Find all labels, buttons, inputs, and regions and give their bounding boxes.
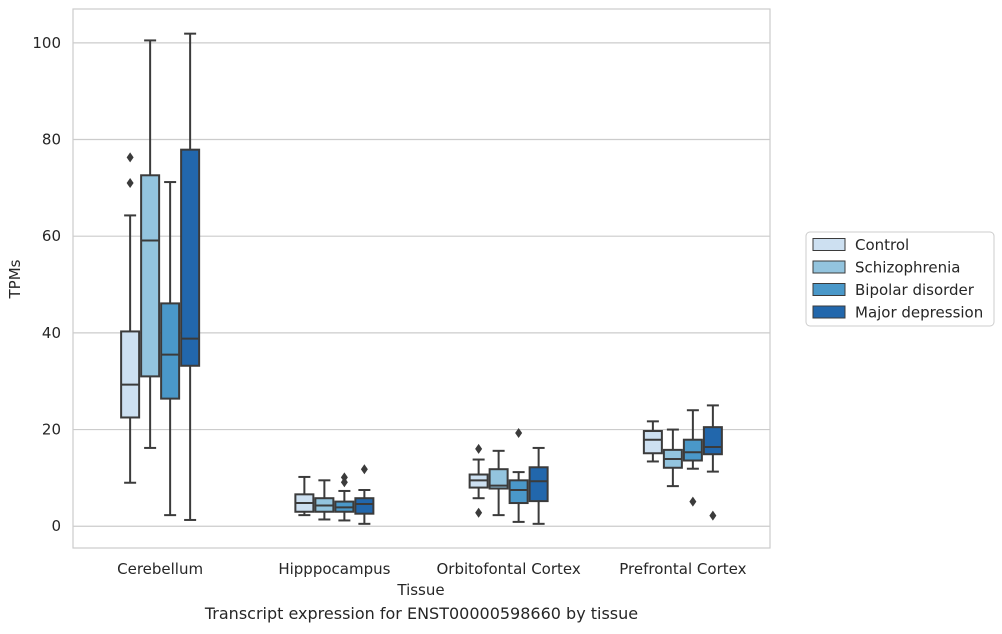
outlier-point xyxy=(360,464,368,475)
y-tick-label: 100 xyxy=(32,34,61,52)
box-control xyxy=(294,475,315,517)
box-bipolar-disorder xyxy=(682,409,703,507)
box-schizophrenia xyxy=(662,428,683,488)
y-tick-label: 60 xyxy=(42,227,61,245)
x-axis-label: Tissue xyxy=(396,581,444,599)
box-iqr xyxy=(180,148,201,367)
box-major-depression xyxy=(528,446,549,525)
box-iqr xyxy=(488,468,509,490)
box-control xyxy=(120,152,141,484)
legend-swatch xyxy=(812,238,846,251)
legend-label: Control xyxy=(855,236,909,254)
outlier-point xyxy=(475,507,483,518)
box-control xyxy=(468,443,489,518)
x-tick-label: Hipppocampus xyxy=(278,560,390,578)
box-major-depression xyxy=(180,32,201,521)
box-groups xyxy=(120,32,723,525)
y-tick-label: 80 xyxy=(42,131,61,149)
box-iqr xyxy=(682,438,703,462)
legend-swatch xyxy=(812,283,846,296)
box-schizophrenia xyxy=(314,479,335,521)
outlier-point xyxy=(340,472,348,483)
legend-swatch xyxy=(812,260,846,274)
y-tick-label: 0 xyxy=(51,517,61,535)
y-axis-label: TPMs xyxy=(6,259,24,299)
x-tick-labels: Cerebellum Hipppocampus Orbitofontal Corte… xyxy=(117,560,746,578)
box-iqr xyxy=(642,430,663,455)
x-tick-label: Prefrontal Cortex xyxy=(619,560,746,578)
box-bipolar-disorder xyxy=(160,181,181,517)
y-tick-label: 20 xyxy=(42,421,61,439)
box-major-depression xyxy=(702,404,723,521)
outlier-point xyxy=(126,178,134,189)
box-iqr xyxy=(140,174,161,378)
y-tick-labels: 0 20 40 60 80 100 xyxy=(32,34,61,535)
x-tick-label: Cerebellum xyxy=(117,560,203,578)
legend-label: Major depression xyxy=(855,304,983,322)
box-major-depression xyxy=(354,464,375,525)
box-iqr xyxy=(508,479,529,505)
outlier-point xyxy=(126,152,134,163)
chart-caption: Transcript expression for ENST0000059866… xyxy=(204,604,639,623)
box-bipolar-disorder xyxy=(508,427,529,523)
box-schizophrenia xyxy=(140,39,161,449)
box-schizophrenia xyxy=(488,449,509,517)
box-iqr xyxy=(160,302,181,400)
legend: Control Schizophrenia Bipolar disorder Majo… xyxy=(805,231,995,327)
outlier-point xyxy=(689,496,697,507)
box-iqr xyxy=(120,330,141,419)
y-tick-label: 40 xyxy=(42,324,61,342)
box-bipolar-disorder xyxy=(334,472,355,522)
box-iqr xyxy=(354,497,375,515)
outlier-point xyxy=(475,443,483,454)
legend-label: Schizophrenia xyxy=(855,259,960,277)
legend-frame xyxy=(805,231,995,327)
outlier-point xyxy=(709,510,717,521)
box-iqr xyxy=(528,466,549,503)
outlier-point xyxy=(515,427,523,438)
legend-swatch xyxy=(812,305,846,319)
legend-label: Bipolar disorder xyxy=(855,281,975,299)
x-tick-label: Orbitofontal Cortex xyxy=(437,560,581,578)
box-iqr xyxy=(702,426,723,456)
box-control xyxy=(642,420,663,463)
